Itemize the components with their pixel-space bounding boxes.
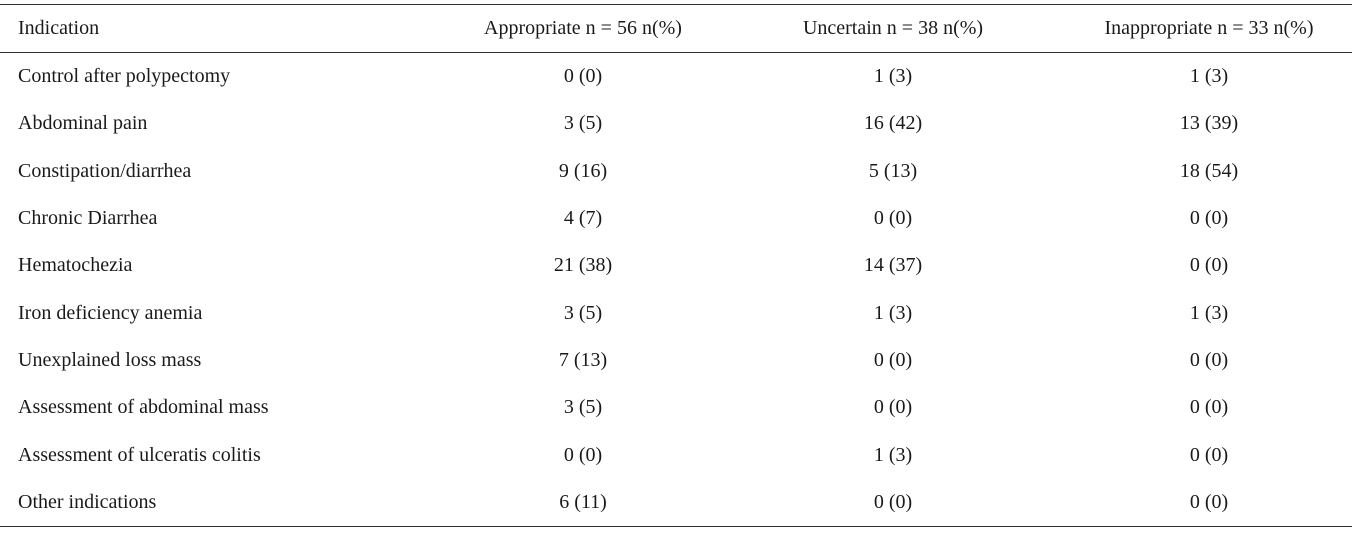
cell-indication: Hematochezia — [18, 254, 133, 277]
cell-inappropriate: 0 (0) — [1189, 254, 1229, 277]
cell-indication: Assessment of ulceratis colitis — [18, 443, 261, 466]
header-inappropriate: Inappropriate n = 33 n(%) — [1104, 17, 1314, 39]
cell-uncertain: 1 (3) — [873, 443, 913, 466]
cell-appropriate: 4 (7) — [563, 207, 603, 230]
table-row: Hematochezia 21 (38) 14 (37) 0 (0) — [0, 242, 1352, 289]
cell-inappropriate: 0 (0) — [1189, 490, 1229, 513]
cell-inappropriate: 13 (39) — [1179, 112, 1239, 135]
cell-indication: Assessment of abdominal mass — [18, 396, 269, 419]
cell-appropriate: 3 (5) — [563, 301, 603, 324]
table-row: Iron deficiency anemia 3 (5) 1 (3) 1 (3) — [0, 289, 1352, 336]
table-row: Chronic Diarrhea 4 (7) 0 (0) 0 (0) — [0, 195, 1352, 242]
header-row: Indication Appropriate n = 56 n(%) Uncer… — [0, 4, 1352, 53]
cell-indication: Control after polypectomy — [18, 65, 231, 88]
cell-uncertain: 0 (0) — [873, 348, 913, 371]
header-indication: Indication — [18, 17, 100, 39]
cell-uncertain: 1 (3) — [873, 65, 913, 88]
cell-indication: Constipation/diarrhea — [18, 159, 192, 182]
cell-uncertain: 16 (42) — [863, 112, 923, 135]
cell-indication: Iron deficiency anemia — [18, 301, 203, 324]
cell-inappropriate: 0 (0) — [1189, 348, 1229, 371]
table-row: Other indications 6 (11) 0 (0) 0 (0) — [0, 479, 1352, 527]
cell-uncertain: 14 (37) — [863, 254, 923, 277]
cell-inappropriate: 0 (0) — [1189, 396, 1229, 419]
table-row: Assessment of ulceratis colitis 0 (0) 1 … — [0, 431, 1352, 478]
header-uncertain: Uncertain n = 38 n(%) — [802, 17, 984, 39]
cell-inappropriate: 1 (3) — [1189, 65, 1229, 88]
cell-uncertain: 1 (3) — [873, 301, 913, 324]
table-row: Control after polypectomy 0 (0) 1 (3) 1 … — [0, 53, 1352, 101]
cell-indication: Abdominal pain — [18, 112, 148, 135]
cell-inappropriate: 1 (3) — [1189, 301, 1229, 324]
header-appropriate: Appropriate n = 56 n(%) — [484, 17, 682, 39]
table-row: Assessment of abdominal mass 3 (5) 0 (0)… — [0, 384, 1352, 431]
cell-inappropriate: 0 (0) — [1189, 443, 1229, 466]
cell-indication: Unexplained loss mass — [18, 348, 202, 371]
cell-appropriate: 3 (5) — [563, 396, 603, 419]
cell-appropriate: 3 (5) — [563, 112, 603, 135]
cell-indication: Other indications — [18, 490, 157, 513]
table-row: Constipation/diarrhea 9 (16) 5 (13) 18 (… — [0, 148, 1352, 195]
table-row: Unexplained loss mass 7 (13) 0 (0) 0 (0) — [0, 337, 1352, 384]
cell-appropriate: 7 (13) — [558, 348, 608, 371]
cell-inappropriate: 0 (0) — [1189, 207, 1229, 230]
cell-appropriate: 21 (38) — [553, 254, 613, 277]
indication-table: Indication Appropriate n = 56 n(%) Uncer… — [0, 4, 1352, 527]
cell-uncertain: 5 (13) — [868, 159, 918, 182]
cell-uncertain: 0 (0) — [873, 396, 913, 419]
indication-table-container: Indication Appropriate n = 56 n(%) Uncer… — [0, 4, 1352, 527]
cell-uncertain: 0 (0) — [873, 207, 913, 230]
cell-appropriate: 0 (0) — [563, 65, 603, 88]
cell-inappropriate: 18 (54) — [1179, 159, 1239, 182]
table-header: Indication Appropriate n = 56 n(%) Uncer… — [0, 4, 1352, 53]
cell-appropriate: 6 (11) — [559, 490, 607, 513]
cell-appropriate: 0 (0) — [563, 443, 603, 466]
cell-indication: Chronic Diarrhea — [18, 207, 158, 230]
cell-uncertain: 0 (0) — [873, 490, 913, 513]
table-row: Abdominal pain 3 (5) 16 (42) 13 (39) — [0, 100, 1352, 147]
table-body: Control after polypectomy 0 (0) 1 (3) 1 … — [0, 53, 1352, 527]
cell-appropriate: 9 (16) — [558, 159, 608, 182]
